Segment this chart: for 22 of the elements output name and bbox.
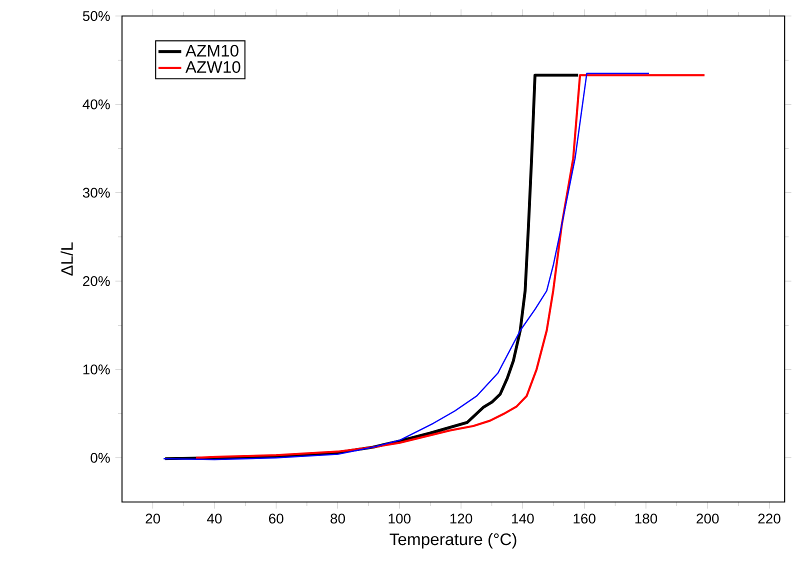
y-tick-label: 30% <box>82 188 110 198</box>
x-tick-label: 140 <box>512 514 534 524</box>
legend-label: AZW10 <box>185 61 240 73</box>
x-tick-label: 80 <box>330 514 345 524</box>
x-tick-label: 200 <box>696 514 719 524</box>
x-axis-title: Temperature (°C) <box>390 532 516 548</box>
x-tick-label: 180 <box>635 514 658 524</box>
y-axis-title: ΔL/L <box>60 242 73 276</box>
x-tick-label: 40 <box>206 514 222 524</box>
y-tick-label: 0% <box>90 452 110 463</box>
legend-label: AZM10 <box>185 44 238 57</box>
x-tick-label: 160 <box>574 514 596 524</box>
y-tick-label: 10% <box>83 364 110 374</box>
x-tick-label: 220 <box>758 514 780 524</box>
y-tick-label: 50% <box>82 11 110 21</box>
y-tick-label: 20% <box>83 276 110 286</box>
x-tick-label: 20 <box>146 514 160 524</box>
x-tick-label: 60 <box>269 514 284 524</box>
line-series <box>194 74 706 459</box>
y-tick-label: 40% <box>82 99 110 110</box>
x-tick-label: 100 <box>388 514 411 524</box>
x-tick-label: 120 <box>450 514 472 524</box>
